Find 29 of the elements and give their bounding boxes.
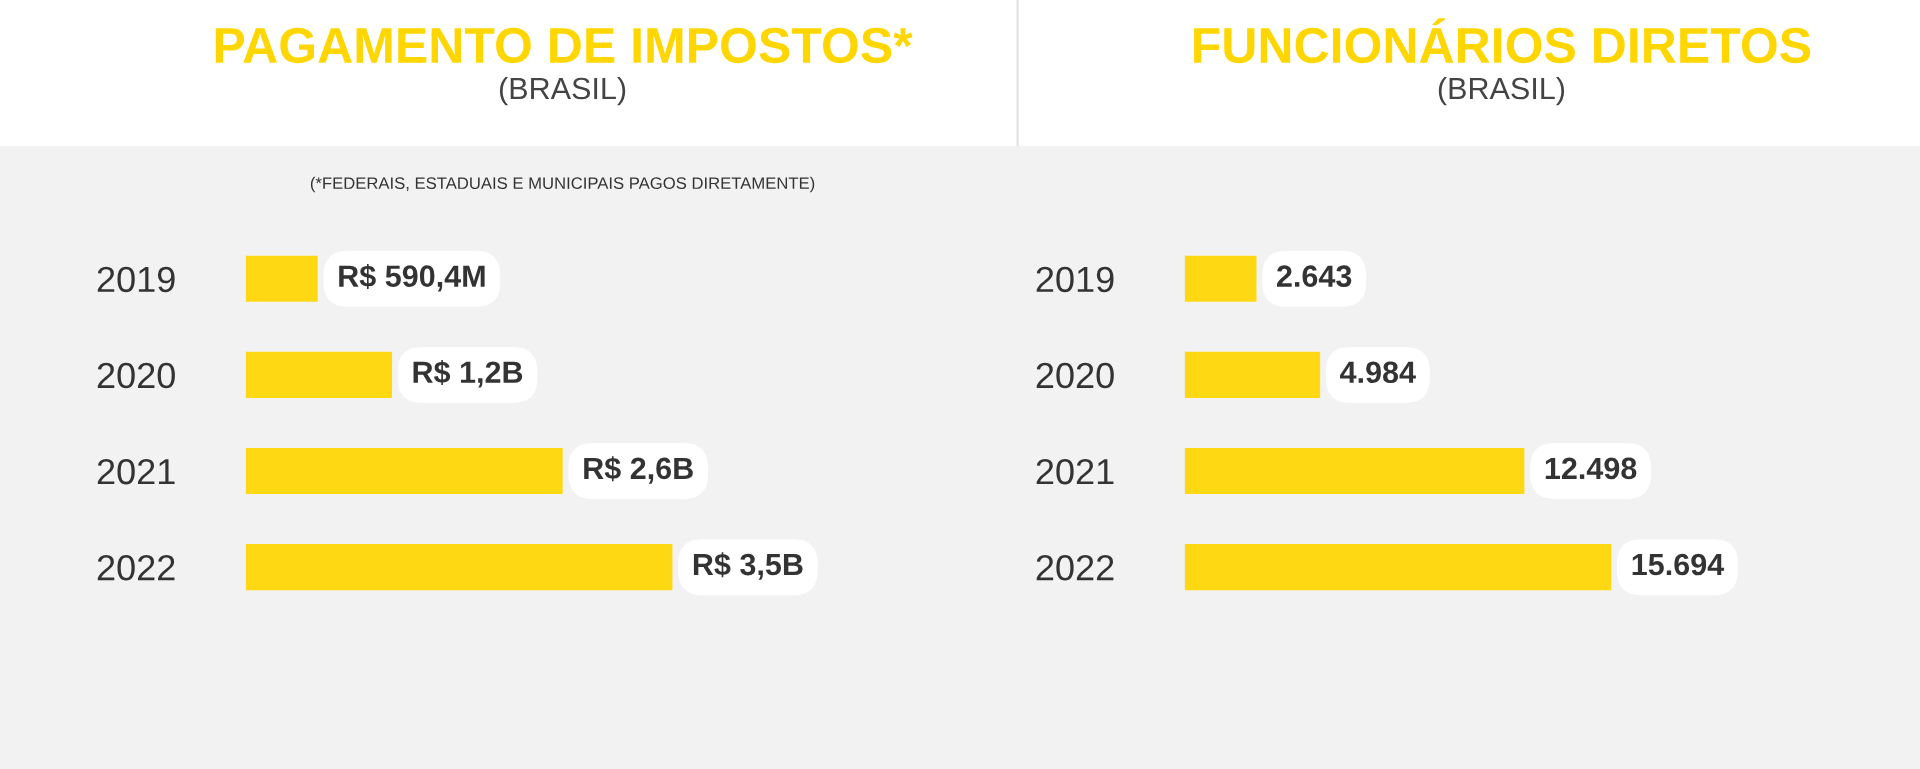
data-label: 2.643 bbox=[1277, 265, 1352, 288]
chart-subtitle: (BRASIL) bbox=[499, 76, 626, 106]
data-label: 15.694 bbox=[1632, 553, 1725, 576]
y-tick-label: 2020 bbox=[1036, 362, 1114, 389]
bar bbox=[245, 255, 318, 302]
data-label: 4.984 bbox=[1340, 361, 1416, 384]
bar bbox=[1184, 447, 1525, 495]
y-tick-label: 2020 bbox=[97, 362, 175, 389]
y-tick-label: 2019 bbox=[97, 266, 175, 293]
chart-title: FUNCIONÁRIOS DIRETOS bbox=[1194, 18, 1811, 64]
y-tick-label: 2019 bbox=[1036, 266, 1114, 293]
data-label: 12.498 bbox=[1545, 457, 1637, 480]
bar bbox=[1184, 255, 1257, 302]
data-label: R$ 1,2B bbox=[413, 360, 523, 388]
y-tick-label: 2022 bbox=[1036, 555, 1114, 581]
data-label: R$ 3,5B bbox=[693, 552, 803, 580]
bar bbox=[245, 351, 393, 398]
text: (*FEDERAIS, ESTADUAIS E MUNICIPAIS PAGOS DIRETAMENTE) bbox=[310, 176, 815, 193]
y-tick-label: 2021 bbox=[97, 458, 175, 485]
bar bbox=[245, 544, 673, 591]
chart-subtitle: (BRASIL) bbox=[1438, 76, 1565, 106]
bar bbox=[1184, 351, 1321, 398]
chart-title: PAGAMENTO DE IMPOSTOS* bbox=[215, 27, 913, 64]
data-label: R$ 590,4M bbox=[339, 263, 485, 292]
data-label: R$ 2,6B bbox=[584, 456, 693, 484]
y-tick-label: 2021 bbox=[1036, 458, 1114, 485]
bar bbox=[1184, 544, 1612, 591]
bar bbox=[245, 447, 563, 495]
y-tick-label: 2022 bbox=[97, 555, 175, 581]
